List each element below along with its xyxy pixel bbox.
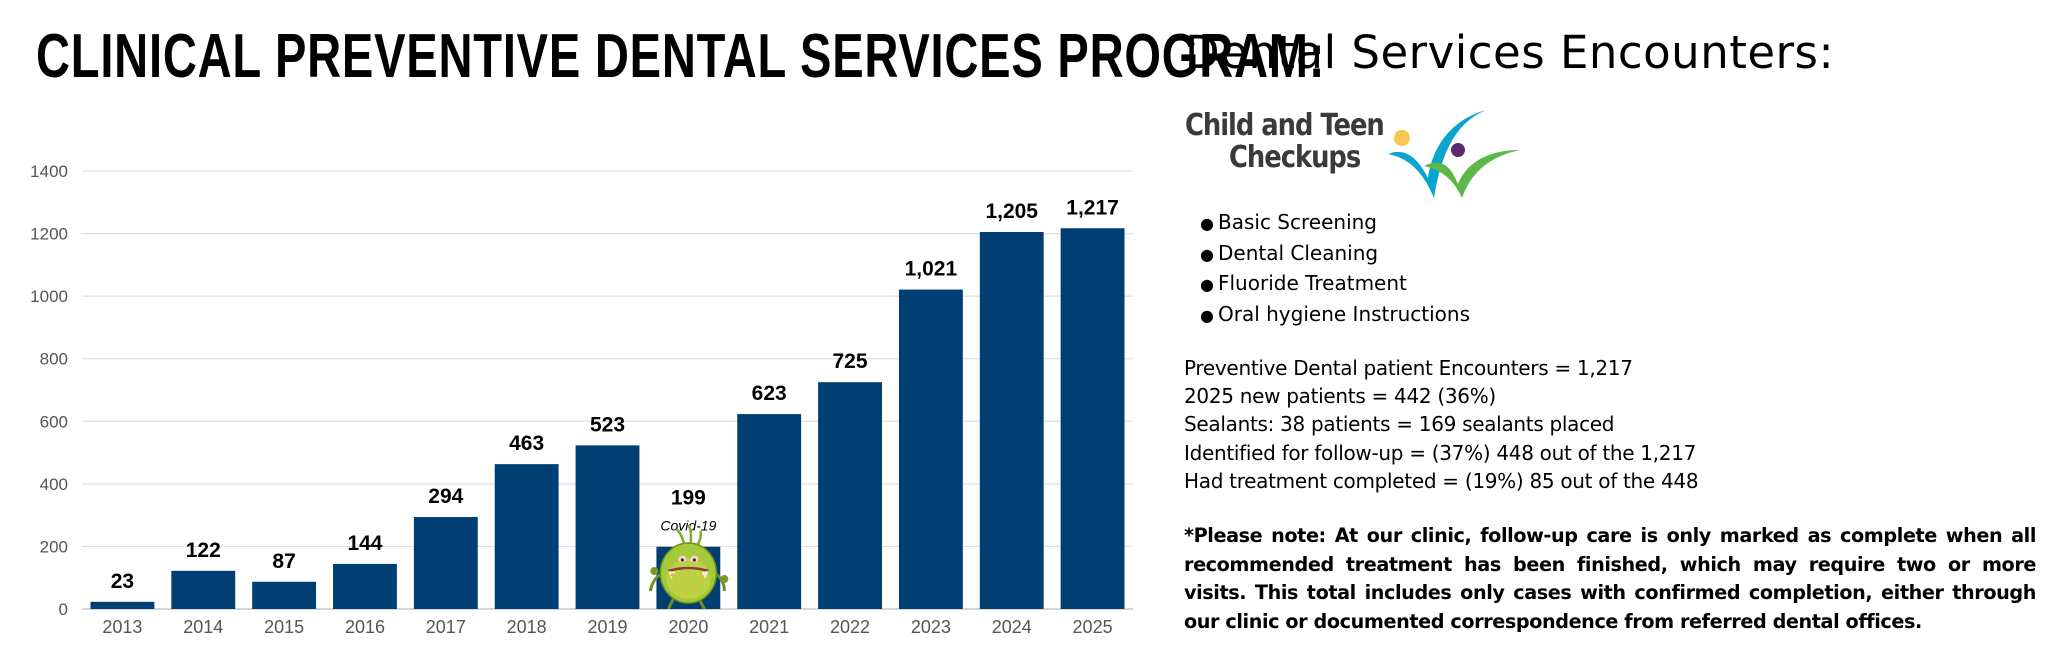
child-teen-checkups-logo: Child and Teen Checkups (1183, 108, 1523, 200)
x-tick-label-2014: 2014 (183, 617, 223, 637)
bar-2022 (818, 382, 882, 609)
logo-figures-icon (1388, 110, 1520, 198)
bar-2023 (898, 289, 963, 609)
data-label-2024: 1,205 (985, 200, 1038, 223)
data-label-2016: 144 (347, 532, 382, 555)
service-label: Fluoride Treatment (1218, 271, 1407, 295)
data-label-2017: 294 (428, 485, 463, 508)
data-label-2019: 523 (590, 413, 625, 436)
services-list-item: ● Fluoride Treatment (1200, 269, 1470, 300)
stat-follow-up: Identified for follow-up = (37%) 448 out… (1184, 440, 1697, 465)
x-tick-label-2023: 2023 (911, 617, 951, 637)
bar-2015 (252, 581, 317, 609)
data-label-2018: 463 (509, 432, 544, 455)
annotations: Covid-19 (648, 518, 729, 610)
data-labels: 23 122 87 144 294 463 523 199 623 725 1,021 1,205 1,… (111, 196, 1119, 593)
x-tick-label-2021: 2021 (749, 617, 789, 637)
stat-encounters: Preventive Dental patient Encounters = 1… (1184, 356, 1633, 380)
y-tick-label: 800 (40, 350, 68, 369)
x-tick-label-2017: 2017 (426, 617, 466, 637)
y-tick-label: 1200 (30, 225, 68, 244)
bar-2014 (171, 570, 236, 609)
logo-text-line2: Checkups (1229, 140, 1361, 175)
data-label-2014: 122 (186, 539, 221, 562)
data-label-2025: 1,217 (1066, 196, 1119, 219)
y-tick-label: 1000 (30, 287, 68, 306)
bar-chart: 0 200 400 600 800 1000 1200 1400 Covid-19 23 122… (30, 162, 1133, 637)
bullet-icon: ● (1200, 244, 1214, 264)
x-tick-label-2015: 2015 (264, 617, 304, 637)
virus-mascot-icon (648, 524, 729, 610)
logo-text-line1: Child and Teen (1185, 108, 1385, 143)
bar-2016 (333, 563, 397, 609)
x-tick-label-2024: 2024 (992, 617, 1032, 637)
bars (90, 228, 1125, 609)
bar-2017 (413, 517, 478, 609)
services-list-item: ● Oral hygiene Instructions (1200, 300, 1470, 331)
x-tick-label-2016: 2016 (345, 617, 385, 637)
x-tick-label-2018: 2018 (507, 617, 547, 637)
stat-new-patients: 2025 new patients = 442 (36%) (1184, 384, 1496, 409)
y-tick-label: 200 (40, 537, 68, 556)
data-label-2015: 87 (272, 550, 295, 573)
services-list: ● Basic Screening ● Dental Cleaning ● Fluor… (1200, 208, 1470, 330)
x-tick-label-2020: 2020 (668, 617, 708, 637)
bar-2019 (575, 445, 640, 609)
bullet-icon: ● (1200, 275, 1214, 294)
service-label: Dental Cleaning (1218, 240, 1379, 265)
stat-treatment-completed: Had treatment completed = (19%) 85 out o… (1184, 468, 1699, 493)
bar-2025 (1060, 228, 1125, 609)
bar-2018 (494, 464, 559, 609)
services-list-item: ● Basic Screening (1200, 208, 1470, 239)
bar-2013 (90, 601, 155, 609)
x-tick-label-2022: 2022 (830, 617, 870, 637)
x-axis-labels: 2013 2014 2015 2016 2017 2018 2019 2020 2021 2022… (102, 617, 1112, 637)
service-label: Basic Screening (1218, 210, 1377, 234)
data-label-2021: 623 (752, 382, 787, 405)
y-tick-label: 1400 (30, 162, 68, 181)
data-label-2013: 23 (111, 570, 134, 593)
data-label-2023: 1,021 (905, 258, 958, 281)
services-list-item: ● Dental Cleaning (1200, 239, 1470, 270)
bar-2021 (737, 414, 802, 609)
x-tick-label-2019: 2019 (587, 617, 627, 637)
footnote: *Please note: At our clinic, follow-up c… (1184, 524, 2036, 633)
side-panel-title: Dental Services Encounters: (1185, 26, 1835, 79)
y-tick-label: 600 (40, 412, 68, 431)
data-label-2022: 725 (833, 350, 868, 373)
x-tick-label-2013: 2013 (102, 617, 142, 637)
page-title: CLINICAL PREVENTIVE DENTAL SERVICES PROG… (36, 22, 1326, 91)
service-label: Oral hygiene Instructions (1218, 301, 1471, 326)
bullet-icon: ● (1200, 305, 1214, 325)
stats-block: Preventive Dental patient Encounters = 1… (1184, 354, 1699, 495)
y-tick-label: 400 (40, 475, 68, 494)
stat-sealants: Sealants: 38 patients = 169 sealants pla… (1184, 412, 1615, 437)
bullet-icon: ● (1200, 214, 1214, 233)
data-label-2020: 199 (671, 487, 706, 510)
bar-2024 (979, 232, 1044, 609)
y-axis-ticks: 0 200 400 600 800 1000 1200 1400 (30, 162, 68, 619)
x-tick-label-2025: 2025 (1073, 617, 1113, 637)
y-tick-label: 0 (59, 600, 68, 619)
